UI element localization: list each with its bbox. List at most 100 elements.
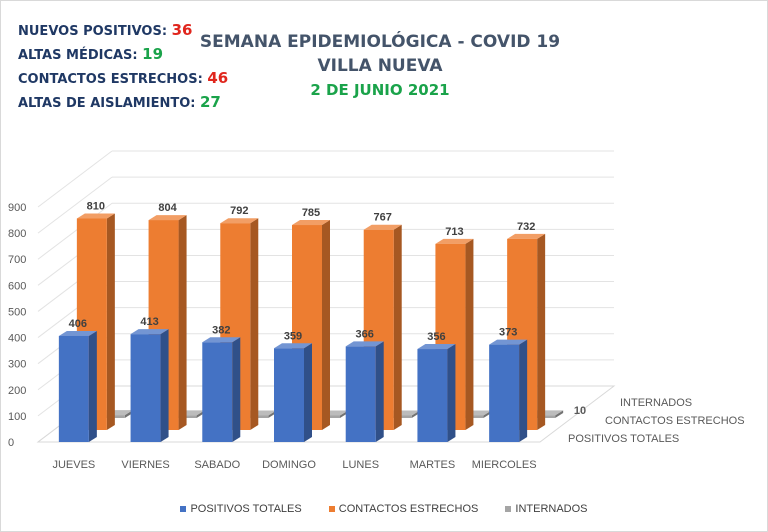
stat-value: 19	[142, 45, 164, 63]
data-label: 359	[284, 330, 302, 342]
y-tick-label: 0	[8, 437, 14, 449]
bar-top	[489, 339, 528, 345]
bar-side	[465, 238, 474, 430]
data-label: 804	[158, 202, 177, 214]
bar-side	[519, 339, 528, 442]
x-tick-label: DOMINGO	[262, 459, 316, 471]
y-tick-label: 900	[8, 202, 26, 214]
stats-panel: NUEVOS POSITIVOS: 36 ALTAS MÉDICAS: 19 C…	[18, 18, 228, 114]
x-tick-label: LUNES	[342, 459, 379, 471]
bar-side	[537, 233, 546, 430]
x-tick-label: VIERNES	[121, 459, 169, 471]
chart-legend: POSITIVOS TOTALES CONTACTOS ESTRECHOS IN…	[0, 503, 768, 515]
bar-side	[304, 343, 312, 442]
bar-side	[178, 215, 187, 430]
y-tick-label: 100	[8, 411, 26, 423]
x-tick-label: SABADO	[194, 459, 240, 471]
bar-top	[58, 330, 97, 336]
bar-top	[345, 341, 384, 347]
bar-top	[148, 215, 187, 221]
bar	[345, 346, 376, 442]
chart-date: 2 DE JUNIO 2021	[310, 81, 450, 99]
bar-side	[393, 224, 402, 430]
bar-top	[76, 213, 115, 219]
bar-top	[202, 337, 241, 343]
gridline-diagonal	[37, 176, 113, 234]
depth-axis-label: POSITIVOS TOTALES	[568, 433, 679, 445]
bar	[130, 334, 161, 442]
stat-altas-aislamiento: ALTAS DE AISLAMIENTO: 27	[18, 90, 228, 114]
gridline-diagonal	[37, 150, 113, 208]
stat-label: ALTAS MÉDICAS:	[18, 48, 138, 63]
y-tick-label: 200	[8, 385, 26, 397]
data-label: 792	[230, 205, 248, 217]
bar-top	[292, 220, 330, 226]
bar-side	[88, 330, 97, 442]
bar-side	[232, 337, 241, 442]
y-tick-label: 400	[8, 333, 26, 345]
bar-top	[435, 238, 474, 244]
depth-axis-label: INTERNADOS	[620, 397, 692, 409]
bar-side	[322, 220, 330, 430]
x-tick-label: MIERCOLES	[472, 459, 537, 471]
bar-top	[274, 343, 312, 349]
data-label: 406	[69, 318, 87, 330]
bar-side	[106, 213, 115, 430]
stat-label: NUEVOS POSITIVOS:	[18, 24, 168, 39]
data-label: 356	[427, 331, 445, 343]
stat-contactos-estrechos: CONTACTOS ESTRECHOS: 46	[18, 66, 228, 90]
bar	[417, 349, 448, 442]
stat-altas-medicas: ALTAS MÉDICAS: 19	[18, 42, 228, 66]
bar-side	[160, 329, 169, 442]
stat-nuevos-positivos: NUEVOS POSITIVOS: 36	[18, 18, 228, 42]
stat-label: CONTACTOS ESTRECHOS:	[18, 72, 203, 87]
data-label: 785	[302, 207, 320, 219]
bar-top	[220, 218, 259, 224]
bar-side	[250, 218, 259, 430]
data-label: 413	[140, 316, 158, 328]
bar-top	[417, 344, 456, 350]
bar-top	[363, 224, 402, 230]
y-tick-label: 700	[8, 254, 26, 266]
data-label: 732	[517, 221, 535, 233]
legend-item-positivos: POSITIVOS TOTALES	[180, 503, 302, 515]
bar	[202, 342, 233, 442]
bar-top	[130, 329, 169, 335]
stat-value: 27	[200, 93, 221, 111]
x-tick-label: MARTES	[410, 459, 456, 471]
legend-label: POSITIVOS TOTALES	[190, 503, 302, 515]
data-label: 382	[212, 324, 230, 336]
stat-label: ALTAS DE AISLAMIENTO:	[18, 96, 196, 111]
legend-label: INTERNADOS	[515, 503, 588, 515]
y-tick-label: 600	[8, 280, 26, 292]
chart-subtitle: VILLA NUEVA	[317, 56, 443, 76]
gridline-diagonal	[37, 202, 113, 260]
legend-label: CONTACTOS ESTRECHOS	[338, 503, 479, 515]
data-label: 366	[356, 328, 374, 340]
data-label: 713	[445, 226, 463, 238]
data-label: 810	[87, 201, 105, 213]
y-tick-label: 300	[8, 359, 26, 371]
bar-side	[375, 341, 384, 442]
bar	[274, 348, 304, 442]
data-label-internados: 10	[574, 405, 586, 417]
data-label: 767	[374, 212, 392, 224]
stat-value: 46	[207, 69, 229, 87]
stat-value: 36	[171, 21, 193, 39]
legend-swatch	[505, 506, 512, 513]
bar-chart-3d: 0100200300400500600700800900111099981010…	[8, 150, 745, 471]
bar-side	[555, 410, 564, 418]
legend-swatch	[328, 506, 335, 513]
bar-top	[507, 233, 546, 239]
bar	[489, 344, 520, 442]
y-tick-label: 800	[8, 228, 26, 240]
bar	[58, 335, 89, 442]
chart-title: SEMANA EPIDEMIOLÓGICA - COVID 19	[199, 32, 561, 52]
x-tick-label: JUEVES	[52, 459, 95, 471]
y-tick-label: 500	[8, 306, 26, 318]
legend-item-internados: INTERNADOS	[505, 503, 588, 515]
legend-swatch	[180, 506, 187, 513]
legend-item-contactos: CONTACTOS ESTRECHOS	[328, 503, 479, 515]
data-label: 373	[499, 327, 517, 339]
chart-title-block: SEMANA EPIDEMIOLÓGICA - COVID 19 VILLA N…	[180, 30, 580, 102]
